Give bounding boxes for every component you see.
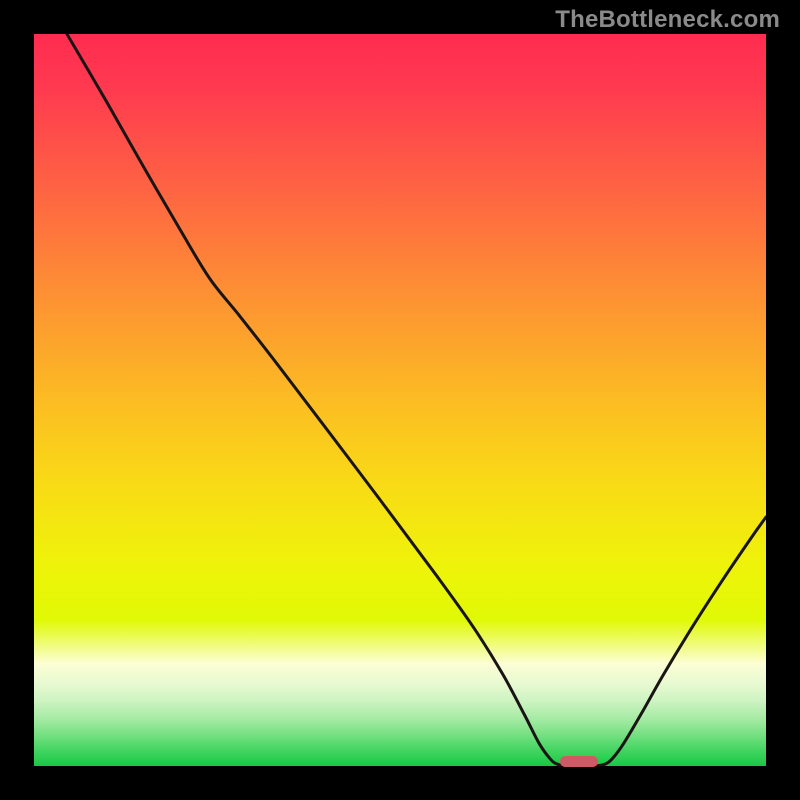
optimal-marker (560, 756, 598, 768)
gradient-background (34, 34, 766, 766)
chart-svg (34, 34, 766, 766)
watermark-text: TheBottleneck.com (555, 6, 780, 34)
chart-plot-area (34, 34, 766, 766)
chart-frame: TheBottleneck.com (0, 0, 800, 800)
